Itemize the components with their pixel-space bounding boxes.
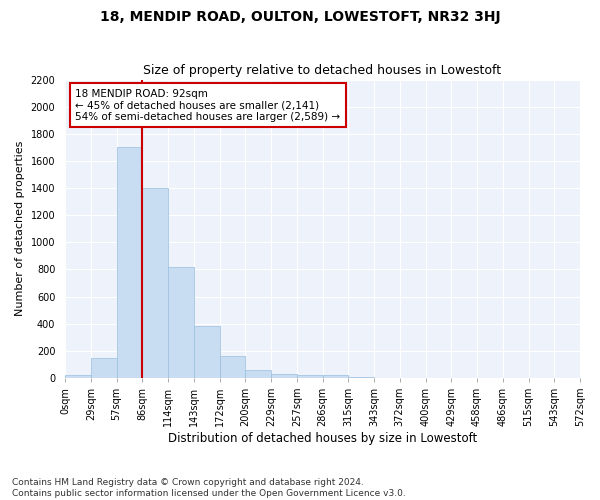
Bar [194, 326, 220, 378]
Bar [168, 266, 194, 378]
Bar [65, 375, 91, 378]
Bar [297, 374, 323, 378]
Text: 18, MENDIP ROAD, OULTON, LOWESTOFT, NR32 3HJ: 18, MENDIP ROAD, OULTON, LOWESTOFT, NR32… [100, 10, 500, 24]
Bar [271, 374, 297, 378]
Y-axis label: Number of detached properties: Number of detached properties [15, 141, 25, 316]
Title: Size of property relative to detached houses in Lowestoft: Size of property relative to detached ho… [143, 64, 502, 77]
Bar [220, 356, 245, 378]
X-axis label: Distribution of detached houses by size in Lowestoft: Distribution of detached houses by size … [168, 432, 477, 445]
Bar [245, 370, 271, 378]
Text: Contains HM Land Registry data © Crown copyright and database right 2024.
Contai: Contains HM Land Registry data © Crown c… [12, 478, 406, 498]
Bar [323, 374, 348, 378]
Bar [116, 148, 142, 378]
Text: 18 MENDIP ROAD: 92sqm
← 45% of detached houses are smaller (2,141)
54% of semi-d: 18 MENDIP ROAD: 92sqm ← 45% of detached … [76, 88, 340, 122]
Bar [91, 358, 116, 378]
Bar [348, 377, 374, 378]
Bar [142, 188, 168, 378]
